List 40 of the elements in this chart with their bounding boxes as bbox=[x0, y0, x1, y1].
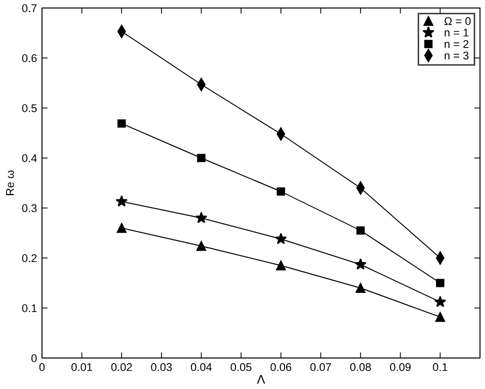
y-tick-label: 0.2 bbox=[22, 254, 37, 262]
point bbox=[354, 258, 367, 270]
x-tick-label: 0.03 bbox=[151, 363, 172, 372]
point bbox=[276, 260, 286, 270]
point bbox=[356, 283, 366, 293]
y-tick-label: 0 bbox=[31, 354, 37, 362]
legend-label: Ω = 0 bbox=[444, 17, 471, 26]
x-tick-label: 0.02 bbox=[111, 363, 132, 372]
legend-label: n = 1 bbox=[444, 28, 468, 36]
x-tick-label: 0.09 bbox=[390, 363, 411, 372]
point bbox=[436, 278, 444, 288]
y-tick-label: 0.5 bbox=[22, 104, 37, 112]
y-tick-label: 0.6 bbox=[22, 54, 37, 62]
x-tick-label: 0.1 bbox=[432, 363, 448, 372]
point bbox=[195, 212, 208, 224]
y-tick-label: 0.1 bbox=[22, 304, 37, 312]
x-tick-label: 0.08 bbox=[350, 363, 371, 372]
point bbox=[435, 312, 446, 322]
point bbox=[117, 119, 126, 128]
point bbox=[196, 241, 206, 251]
y-tick-label: 0.4 bbox=[22, 154, 37, 162]
x-axis-title: Λ bbox=[256, 375, 266, 384]
x-tick-label: 0 bbox=[39, 363, 45, 372]
point bbox=[116, 223, 126, 233]
x-tick-label: 0.01 bbox=[71, 363, 92, 372]
legend-label: n = 2 bbox=[444, 40, 468, 48]
point bbox=[434, 296, 446, 308]
point bbox=[116, 195, 128, 207]
point bbox=[274, 232, 287, 244]
y-tick-label: 0.7 bbox=[22, 4, 37, 12]
x-tick-label: 0.04 bbox=[190, 363, 212, 372]
legend-label: n = 3 bbox=[444, 52, 468, 60]
y-tick-label: 0.3 bbox=[22, 204, 37, 212]
point bbox=[197, 154, 206, 162]
x-tick-label: 0.05 bbox=[230, 363, 252, 372]
point bbox=[356, 226, 365, 235]
point bbox=[276, 187, 286, 196]
x-tick-label: 0.07 bbox=[310, 363, 331, 372]
x-tick-label: 0.06 bbox=[270, 363, 292, 372]
y-axis-title: Re ω bbox=[6, 170, 14, 196]
